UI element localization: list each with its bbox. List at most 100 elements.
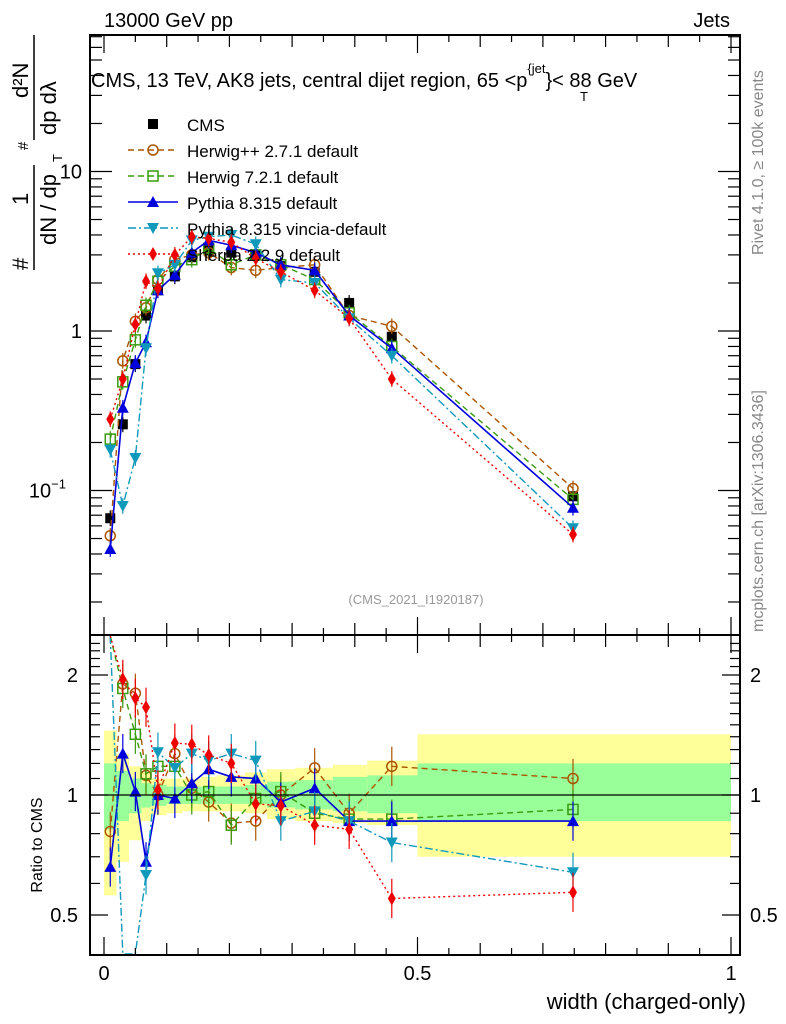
data-point — [168, 762, 181, 774]
data-point — [170, 247, 179, 262]
data-point — [225, 259, 238, 271]
data-point — [106, 412, 115, 427]
data-point — [118, 672, 127, 687]
rivet-version-label: Rivet 4.1.0, ≥ 100k events — [750, 70, 767, 255]
title-close: }< 88 GeV — [545, 70, 637, 92]
data-point — [204, 747, 213, 762]
title-superscript: {jet — [527, 61, 545, 76]
data-point — [387, 372, 396, 387]
legend-marker — [149, 247, 157, 261]
legend-label: Herwig++ 2.7.1 default — [187, 142, 358, 161]
data-point — [116, 747, 129, 759]
data-point — [249, 755, 262, 767]
legend-item: Sherpa 2.2.9 default — [128, 246, 340, 265]
data-point — [345, 311, 354, 326]
data-point — [104, 542, 117, 554]
data-point — [567, 772, 579, 785]
main-series-layer — [104, 227, 579, 557]
data-point — [385, 342, 398, 354]
legend-marker — [148, 119, 158, 129]
series-line — [109, 251, 574, 536]
series-line — [109, 235, 574, 536]
legend-label: Pythia 8.315 vincia-default — [187, 220, 387, 239]
data-point — [153, 281, 162, 296]
series-line — [109, 247, 574, 500]
y-tick-label: 1 — [71, 321, 82, 343]
data-point — [185, 246, 198, 258]
data-point — [227, 756, 236, 771]
y-label-denominator: dN / dp — [36, 174, 61, 245]
y-label-one: 1 — [8, 193, 33, 205]
ratio-band-inner — [367, 775, 418, 814]
ratio-y-tick-label-right: 2 — [750, 665, 761, 687]
data-point — [568, 885, 577, 900]
data-point — [251, 251, 260, 266]
x-axis-label: width (charged-only) — [546, 989, 746, 1014]
legend-marker — [147, 196, 159, 207]
legend-marker — [147, 223, 159, 234]
data-point — [140, 869, 153, 881]
legend-item: Herwig 7.2.1 default — [128, 168, 338, 187]
data-point — [386, 320, 398, 333]
category-label: Jets — [693, 10, 730, 32]
ratio-band-inner — [417, 763, 731, 822]
data-point — [117, 355, 129, 367]
ratio-y-tick-label: 0.5 — [50, 905, 78, 927]
legend-item: Pythia 8.315 default — [128, 194, 338, 213]
legend-item: CMS — [148, 116, 225, 135]
axes-layer: 0 0.5 1 10−1 1 10 0.5 0.5 1 1 2 2 — [29, 35, 778, 985]
title-subscript: T — [580, 89, 588, 104]
analysis-id-label: (CMS_2021_I1920187) — [348, 592, 483, 607]
data-point — [142, 700, 151, 715]
y-tick-exponent: −1 — [51, 477, 66, 492]
series-cms — [105, 242, 578, 527]
data-point — [105, 513, 116, 524]
x-tick-label: 0 — [98, 963, 109, 985]
series-herwig-2-7-1-default — [104, 244, 579, 544]
data-point — [386, 331, 397, 342]
legend-marker — [147, 170, 159, 182]
series-sherpa-2-2-9-default — [106, 228, 577, 543]
legend: CMS Herwig++ 2.7.1 default Herwig 7.2.1 de… — [128, 116, 387, 265]
data-point — [140, 299, 152, 312]
x-tick-label: 1 — [725, 963, 736, 985]
y-tick-label: 10−1 — [29, 477, 66, 503]
ratio-y-tick-label-right: 1 — [750, 785, 761, 807]
data-point — [116, 401, 129, 413]
collision-label: 13000 GeV pp — [104, 10, 233, 32]
data-point — [140, 343, 153, 355]
data-point — [308, 782, 321, 794]
data-point — [310, 283, 319, 298]
data-point — [140, 768, 152, 780]
data-point — [310, 818, 319, 833]
data-point — [566, 501, 579, 513]
data-point — [129, 357, 142, 369]
legend-label: Pythia 8.315 default — [187, 194, 338, 213]
legend-label: CMS — [187, 116, 225, 135]
data-point — [168, 259, 181, 271]
data-point — [274, 274, 287, 286]
y-label-hash-1: # — [8, 257, 33, 270]
data-point — [118, 372, 127, 387]
data-point — [345, 822, 354, 837]
data-point — [187, 737, 196, 752]
ratio-band-inner — [332, 776, 368, 812]
data-point — [386, 760, 398, 773]
data-point — [131, 317, 140, 332]
data-point — [117, 419, 128, 430]
data-point — [129, 452, 142, 464]
data-point — [151, 747, 164, 759]
data-point — [104, 825, 117, 838]
data-point — [153, 782, 162, 797]
data-point — [225, 819, 238, 831]
plot-title: CMS, 13 TeV, AK8 jets, central dijet reg… — [91, 61, 638, 92]
ratio-band-inner — [104, 763, 117, 830]
y-label-sub-t: T — [50, 154, 65, 162]
data-point — [204, 231, 213, 246]
x-tick-label: 0.5 — [404, 963, 432, 985]
ratio-uncertainty-bands — [104, 730, 731, 896]
y-label-dp-dlambda: dp dλ — [36, 81, 61, 135]
data-point — [151, 268, 164, 280]
data-point — [385, 350, 398, 362]
